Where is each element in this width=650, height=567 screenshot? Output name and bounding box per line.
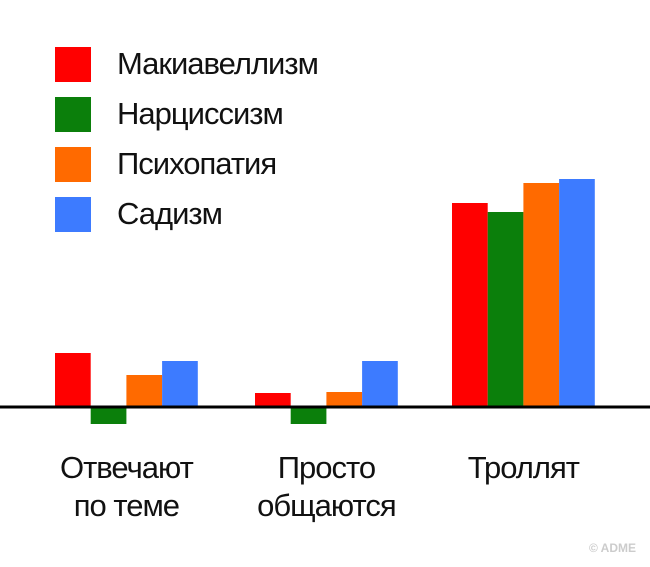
watermark: © ADME	[588, 541, 636, 555]
legend-label: Садизм	[117, 196, 222, 231]
bar	[162, 361, 198, 407]
bar	[55, 353, 91, 407]
legend-swatch	[55, 147, 91, 182]
legend-swatch	[55, 197, 91, 232]
bar	[255, 393, 291, 407]
x-tick-label: Отвечают по теме	[59, 450, 194, 523]
bar	[452, 203, 488, 407]
bar	[362, 361, 398, 407]
bar	[126, 375, 163, 407]
bar	[487, 212, 524, 407]
x-tick-label: Просто общаются	[257, 450, 396, 523]
legend-swatch	[55, 97, 91, 132]
bar	[90, 407, 127, 424]
bar	[559, 179, 595, 407]
bar	[290, 407, 327, 424]
x-tick-label: Троллят	[467, 450, 580, 485]
bar	[326, 392, 363, 407]
legend-swatch	[55, 47, 91, 82]
legend-label: Психопатия	[117, 146, 276, 181]
bar	[523, 183, 560, 407]
legend-label: Макиавеллизм	[117, 46, 318, 81]
legend-label: Нарциссизм	[117, 96, 283, 131]
